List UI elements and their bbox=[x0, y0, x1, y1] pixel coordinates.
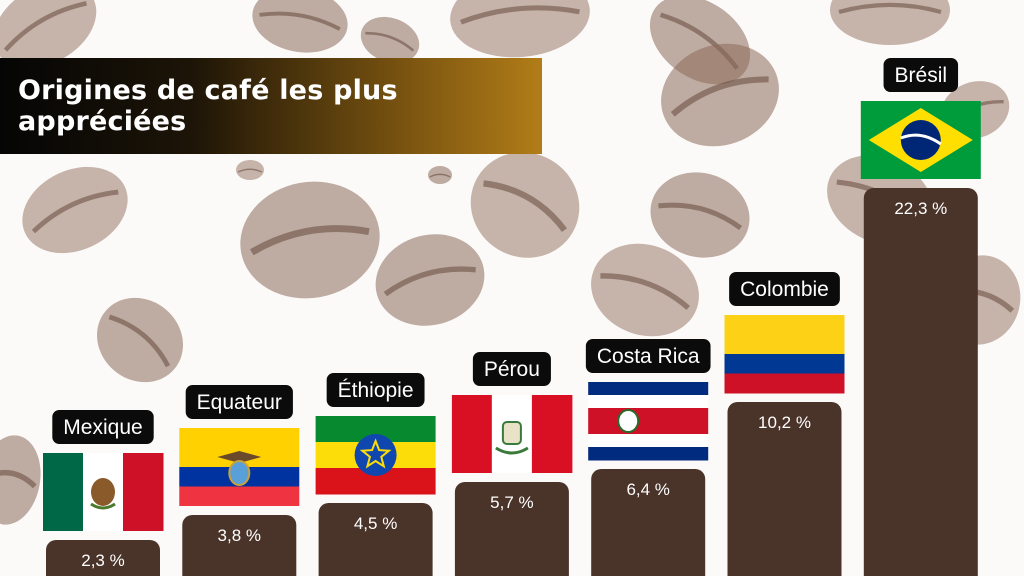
bar-mexique bbox=[46, 540, 160, 576]
title-banner: Origines de café les plus appréciées bbox=[0, 58, 542, 154]
category-label-text: Equateur bbox=[197, 391, 282, 414]
value-label-perou: 5,7 % bbox=[490, 493, 533, 512]
coffee-bean-icon bbox=[240, 181, 380, 299]
colombia-flag-icon bbox=[724, 315, 845, 394]
category-label-text: Pérou bbox=[484, 358, 540, 381]
value-label-colombie: 10,2 % bbox=[758, 413, 811, 432]
category-label-costa-rica: Costa Rica bbox=[585, 339, 711, 373]
bar-bresil bbox=[863, 188, 978, 576]
bar-perou bbox=[454, 482, 569, 576]
coffee-bean-icon bbox=[0, 435, 41, 525]
coffee-bean-icon bbox=[428, 166, 452, 184]
bar-colombie bbox=[727, 402, 842, 576]
category-label-bresil: Brésil bbox=[883, 58, 959, 92]
category-label-text: Brésil bbox=[895, 64, 948, 87]
category-label-colombie: Colombie bbox=[729, 272, 840, 306]
bar-costa-rica bbox=[591, 469, 706, 576]
category-label-text: Costa Rica bbox=[597, 345, 700, 368]
value-label-ethiopie: 4,5 % bbox=[354, 514, 397, 533]
category-label-text: Mexique bbox=[63, 416, 142, 439]
coffee-bean-icon bbox=[236, 160, 264, 180]
coffee-bean-icon bbox=[96, 297, 184, 383]
category-label-text: Éthiopie bbox=[338, 379, 414, 402]
peru-flag-icon bbox=[451, 395, 573, 473]
value-label-bresil: 22,3 % bbox=[894, 199, 947, 218]
bar-equateur bbox=[182, 515, 297, 576]
category-label-equateur: Equateur bbox=[185, 385, 293, 419]
coffee-bean-icon bbox=[830, 0, 950, 45]
category-label-perou: Pérou bbox=[472, 352, 551, 386]
mexico-flag-icon bbox=[43, 453, 164, 531]
coffee-bean-icon bbox=[470, 152, 580, 258]
costa-rica-flag-icon bbox=[588, 382, 709, 461]
coffee-bean-icon bbox=[0, 0, 97, 68]
coffee-bean-icon bbox=[360, 16, 420, 64]
ecuador-flag-icon bbox=[179, 428, 300, 506]
category-label-ethiopie: Éthiopie bbox=[326, 373, 425, 407]
coffee-bean-icon bbox=[591, 243, 699, 337]
category-label-mexique: Mexique bbox=[52, 410, 154, 444]
coffee-bean-icon bbox=[375, 234, 485, 326]
value-label-mexique: 2,3 % bbox=[81, 551, 124, 570]
chart-title: Origines de café les plus appréciées bbox=[18, 75, 398, 137]
value-label-costa-rica: 6,4 % bbox=[626, 480, 669, 499]
coffee-bean-icon bbox=[22, 166, 128, 254]
coffee-bean-icon bbox=[650, 172, 750, 258]
coffee-bean-icon bbox=[661, 43, 779, 147]
category-label-text: Colombie bbox=[740, 278, 829, 301]
coffee-bean-icon bbox=[450, 0, 590, 58]
bar-ethiopie bbox=[318, 503, 433, 576]
value-label-equateur: 3,8 % bbox=[218, 526, 261, 545]
ethiopia-flag-icon bbox=[315, 416, 436, 495]
brazil-flag-icon bbox=[860, 101, 981, 179]
coffee-bean-icon bbox=[252, 0, 348, 53]
